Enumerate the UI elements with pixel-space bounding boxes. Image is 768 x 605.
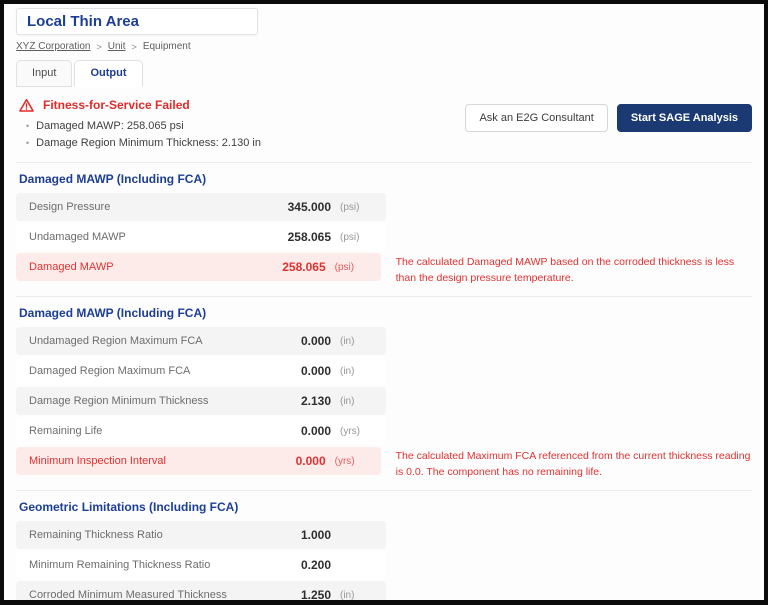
divider (16, 162, 752, 163)
result-row-damaged-mawp: Damaged MAWP 258.065 (psi) (16, 253, 381, 281)
result-row-min-remaining-thickness-ratio: Minimum Remaining Thickness Ratio 0.200 (16, 551, 386, 579)
section-damaged-mawp-2: Damaged MAWP (Including FCA) Undamaged R… (16, 306, 752, 480)
row-unit: (psi) (334, 261, 355, 273)
row-label: Undamaged MAWP (29, 231, 126, 243)
start-sage-analysis-button[interactable]: Start SAGE Analysis (616, 104, 752, 132)
row-value: 0.200 (300, 558, 331, 572)
page-title: Local Thin Area (27, 13, 139, 30)
row-unit: (in) (340, 395, 355, 407)
component-name-input[interactable]: Local Thin Area (16, 8, 258, 35)
tab-input[interactable]: Input (16, 60, 73, 87)
row-label: Design Pressure (29, 201, 111, 213)
warning-triangle-icon (19, 98, 34, 112)
breadcrumb-corporation-link[interactable]: XYZ Corporation (16, 41, 91, 52)
row-label: Corroded Minimum Measured Thickness (29, 589, 227, 601)
row-value: 0.000 (300, 364, 331, 378)
result-row-remaining-thickness-ratio: Remaining Thickness Ratio 1.000 (16, 521, 386, 549)
row-label: Damaged Region Maximum FCA (29, 365, 191, 377)
row-label: Remaining Thickness Ratio (29, 529, 163, 541)
result-row-design-pressure: Design Pressure 345.000 (psi) (16, 193, 386, 221)
breadcrumb-separator: > (131, 41, 137, 52)
divider (16, 490, 752, 491)
breadcrumb: XYZ Corporation > Unit > Equipment (16, 41, 752, 52)
alert-item-min-thickness: Damage Region Minimum Thickness: 2.130 i… (26, 135, 465, 152)
error-note-damaged-mawp: The calculated Damaged MAWP based on the… (395, 256, 735, 284)
row-value: 345.000 (287, 200, 331, 214)
result-row-undamaged-mawp: Undamaged MAWP 258.065 (psi) (16, 223, 386, 251)
section-title: Geometric Limitations (Including FCA) (19, 500, 239, 514)
row-unit: (yrs) (340, 425, 360, 437)
row-unit: (psi) (340, 201, 360, 213)
row-value: 2.130 (300, 394, 331, 408)
row-label: Remaining Life (29, 425, 103, 437)
row-label: Damaged MAWP (29, 261, 114, 273)
result-row-remaining-life: Remaining Life 0.000 (yrs) (16, 417, 386, 445)
alert-title: Fitness-for-Service Failed (43, 98, 190, 112)
section-geometric-limitations: Geometric Limitations (Including FCA) Re… (16, 500, 752, 602)
row-value: 0.000 (295, 454, 326, 468)
row-value: 1.000 (300, 528, 331, 542)
tab-bar: Input Output (16, 60, 752, 87)
row-unit: (in) (340, 589, 355, 601)
row-label: Minimum Remaining Thickness Ratio (29, 559, 211, 571)
result-row-damage-region-min-thickness: Damage Region Minimum Thickness 2.130 (i… (16, 387, 386, 415)
error-note-min-inspection-interval: The calculated Maximum FCA referenced fr… (395, 450, 751, 478)
breadcrumb-unit-link[interactable]: Unit (107, 41, 126, 52)
row-value: 1.250 (300, 588, 331, 602)
alert-item-damaged-mawp: Damaged MAWP: 258.065 psi (26, 118, 465, 135)
row-label: Undamaged Region Maximum FCA (29, 335, 203, 347)
row-value: 258.065 (282, 260, 326, 274)
section-damaged-mawp-1: Damaged MAWP (Including FCA) Design Pres… (16, 172, 752, 286)
row-label: Minimum Inspection Interval (29, 455, 166, 467)
alert-bar: Fitness-for-Service Failed Damaged MAWP:… (16, 98, 752, 152)
section-title: Damaged MAWP (Including FCA) (19, 306, 207, 320)
row-unit: (psi) (340, 231, 360, 243)
breadcrumb-separator: > (96, 41, 102, 52)
result-row-min-inspection-interval: Minimum Inspection Interval 0.000 (yrs) (16, 447, 381, 475)
row-value: 258.065 (287, 230, 331, 244)
row-unit: (in) (340, 365, 355, 377)
divider (16, 296, 752, 297)
row-unit: (yrs) (334, 455, 355, 467)
breadcrumb-equipment: Equipment (142, 41, 191, 52)
row-unit: (in) (340, 335, 355, 347)
result-row-undamaged-region-fca: Undamaged Region Maximum FCA 0.000 (in) (16, 327, 386, 355)
section-title: Damaged MAWP (Including FCA) (19, 172, 207, 186)
row-value: 0.000 (300, 334, 331, 348)
ask-consultant-button[interactable]: Ask an E2G Consultant (465, 104, 608, 132)
tab-output[interactable]: Output (74, 60, 143, 87)
ffs-failed-alert: Fitness-for-Service Failed Damaged MAWP:… (16, 98, 465, 152)
row-label: Damage Region Minimum Thickness (29, 395, 209, 407)
result-row-corroded-min-measured-thickness: Corroded Minimum Measured Thickness 1.25… (16, 581, 386, 602)
row-value: 0.000 (300, 424, 331, 438)
result-row-damaged-region-fca: Damaged Region Maximum FCA 0.000 (in) (16, 357, 386, 385)
